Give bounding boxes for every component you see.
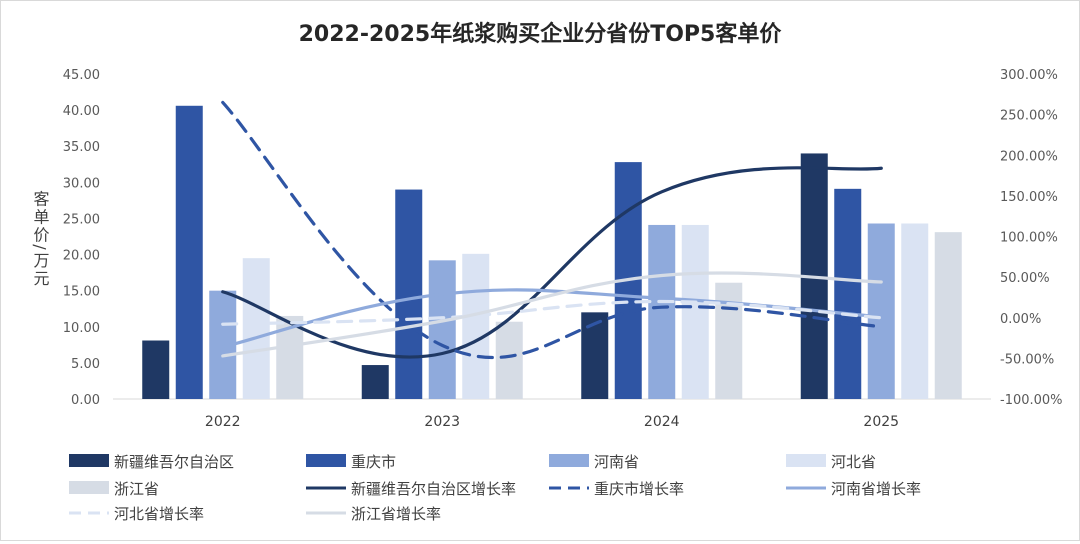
line-marks — [221, 100, 883, 360]
x-tick-label: 2025 — [863, 414, 899, 430]
bar-重庆市-2023 — [395, 189, 423, 399]
y-left-tick-label: 0.00 — [71, 393, 100, 408]
y-left-tick-label: 25.00 — [63, 212, 100, 227]
legend-label-重庆市增长率: 重庆市增长率 — [594, 480, 684, 498]
bar-新疆维吾尔自治区-2023 — [361, 365, 389, 399]
y-left-tick-label: 15.00 — [63, 285, 100, 300]
legend-label-新疆维吾尔自治区增长率: 新疆维吾尔自治区增长率 — [351, 480, 516, 498]
y-right-tick-label: 50.00% — [1000, 271, 1050, 286]
y-right-tick-label: 150.00% — [1000, 190, 1058, 205]
x-tick-label: 2023 — [424, 414, 460, 430]
bar-新疆维吾尔自治区-2024 — [581, 312, 609, 399]
y-left-tick-label: 40.00 — [63, 104, 100, 119]
axes: 0.00 5.00 10.00 15.00 20.00 25.00 30.00 35.00 40… — [63, 68, 1063, 430]
legend-swatch-浙江省 — [69, 481, 109, 494]
y-right-tick-label: 300.00% — [1000, 68, 1058, 83]
legend-swatch-新疆维吾尔自治区 — [69, 454, 109, 467]
y-right-tick-label: 250.00% — [1000, 109, 1058, 124]
bar-重庆市-2022 — [175, 105, 203, 400]
line-重庆市增长率 — [221, 100, 883, 360]
y-left-tick-label: 5.00 — [71, 357, 100, 372]
chart-title: 2022-2025年纸浆购买企业分省份TOP5客单价 — [299, 21, 783, 47]
legend-swatch-河北省 — [786, 454, 826, 467]
line-浙江省增长率 — [221, 271, 883, 358]
legend-label-浙江省增长率: 浙江省增长率 — [351, 505, 441, 523]
y-right-tick-label: 200.00% — [1000, 149, 1058, 164]
y-right-tick-label: -100.00% — [1000, 393, 1063, 408]
x-tick-label: 2024 — [644, 414, 680, 430]
x-tick-label: 2022 — [205, 414, 241, 430]
bar-河南省-2024 — [648, 224, 676, 399]
legend-label-浙江省: 浙江省 — [114, 480, 159, 498]
line-河北省增长率 — [221, 299, 883, 326]
bar-浙江省-2024 — [715, 282, 743, 399]
legend-swatch-河南省 — [549, 454, 589, 467]
legend-label-新疆维吾尔自治区: 新疆维吾尔自治区 — [114, 453, 234, 471]
y-axis-left-label: 客单价/万元 — [31, 190, 50, 287]
bar-重庆市-2025 — [834, 188, 862, 399]
y-right-tick-label: 0.00% — [1000, 312, 1041, 327]
bar-河南省-2025 — [867, 223, 895, 399]
bar-河北省-2022 — [242, 258, 270, 399]
legend-label-河北省: 河北省 — [831, 453, 876, 471]
legend-label-河南省增长率: 河南省增长率 — [831, 480, 921, 498]
y-left-tick-label: 45.00 — [63, 68, 100, 83]
bar-浙江省-2025 — [934, 232, 962, 399]
bar-河北省-2025 — [901, 223, 929, 399]
bar-河北省-2023 — [462, 253, 490, 399]
legend-label-河南省: 河南省 — [594, 453, 639, 471]
line-新疆维吾尔自治区增长率 — [221, 166, 883, 359]
y-left-tick-label: 20.00 — [63, 249, 100, 264]
legend-swatch-重庆市 — [306, 454, 346, 467]
y-right-tick-label: 100.00% — [1000, 231, 1058, 246]
legend-label-河北省增长率: 河北省增长率 — [114, 505, 204, 523]
y-left-tick-label: 35.00 — [63, 140, 100, 155]
bar-marks — [142, 105, 962, 400]
legend-label-重庆市: 重庆市 — [351, 453, 396, 471]
y-right-tick-label: -50.00% — [1000, 352, 1054, 367]
bar-新疆维吾尔自治区-2022 — [142, 340, 170, 399]
y-left-tick-label: 30.00 — [63, 176, 100, 191]
bar-浙江省-2023 — [495, 321, 523, 399]
bar-河南省-2023 — [428, 260, 456, 399]
bar-河北省-2024 — [681, 224, 709, 399]
y-left-tick-label: 10.00 — [63, 321, 100, 336]
